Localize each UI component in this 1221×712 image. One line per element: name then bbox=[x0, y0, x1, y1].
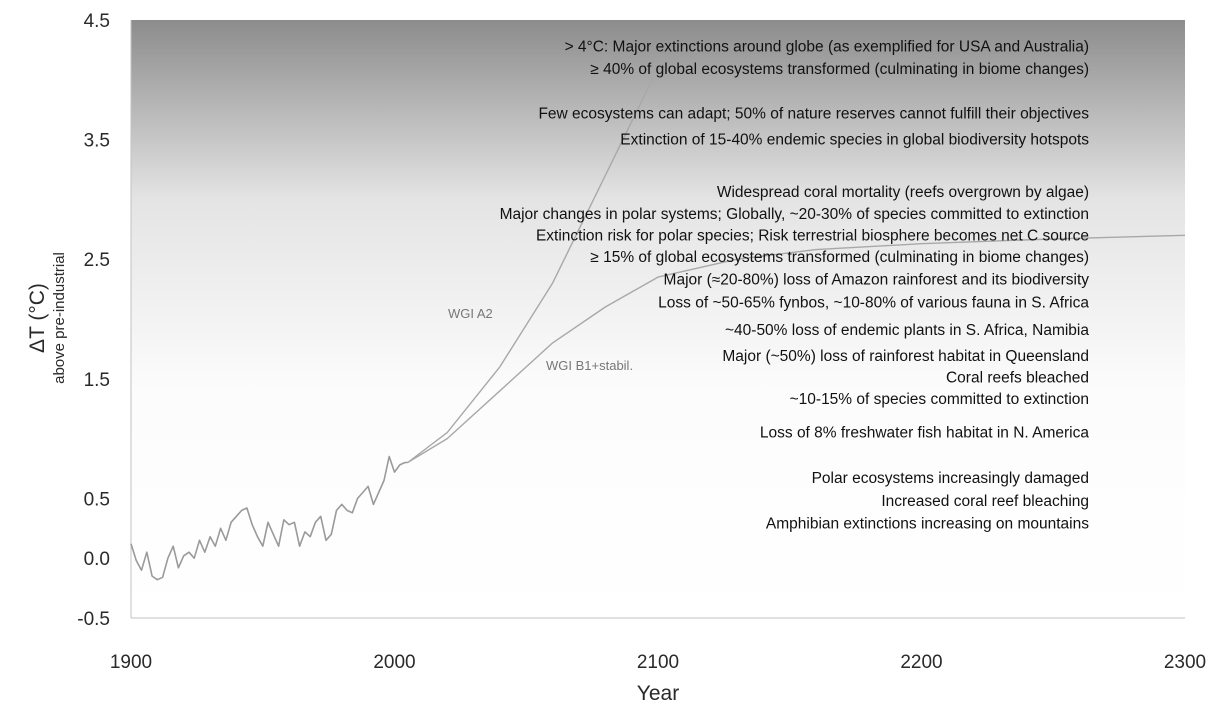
plot-area bbox=[131, 20, 1185, 618]
y-tick-label: 4.5 bbox=[84, 11, 110, 32]
y-axis-subtitle: above pre-industrial bbox=[51, 252, 68, 384]
annotation-text: Extinction risk for polar species; Risk … bbox=[536, 227, 1089, 244]
annotation-layer: > 4°C: Major extinctions around globe (a… bbox=[500, 38, 1090, 532]
annotation-text: > 4°C: Major extinctions around globe (a… bbox=[565, 38, 1089, 55]
y-tick-label: 3.5 bbox=[84, 131, 110, 152]
annotation-text: Amphibian extinctions increasing on moun… bbox=[766, 516, 1089, 533]
x-tick-labels: 1900 2000 2100 2200 2300 bbox=[110, 652, 1206, 673]
y-tick-label: 0.0 bbox=[84, 549, 110, 570]
annotation-text: Loss of ~50-65% fynbos, ~10-80% of vario… bbox=[658, 294, 1089, 311]
annotation-text: Increased coral reef bleaching bbox=[881, 493, 1089, 510]
series-layer bbox=[130, 67, 1186, 581]
annotation-text: ≥ 15% of global ecosystems transformed (… bbox=[590, 249, 1089, 266]
scenario-labels: WGI A2 WGI B1+stabil. bbox=[448, 306, 633, 373]
series-line-a2 bbox=[407, 67, 659, 464]
series-line-observed bbox=[130, 455, 408, 581]
x-tick-label: 2100 bbox=[637, 652, 679, 673]
y-tick-label: -0.5 bbox=[77, 609, 110, 630]
annotation-text: ≥ 40% of global ecosystems transformed (… bbox=[590, 61, 1089, 78]
y-tick-label: 2.5 bbox=[84, 250, 110, 271]
annotation-text: Major changes in polar systems; Globally… bbox=[500, 206, 1089, 223]
x-tick-label: 2200 bbox=[900, 652, 942, 673]
series-line-b1-stabil bbox=[407, 234, 1186, 464]
x-axis-title: Year bbox=[637, 682, 679, 705]
x-tick-label: 2300 bbox=[1164, 652, 1206, 673]
x-tick-label: 2000 bbox=[373, 652, 415, 673]
annotation-text: Major (≈20-80%) loss of Amazon rainfores… bbox=[664, 272, 1090, 289]
annotation-text: Loss of 8% freshwater fish habitat in N.… bbox=[760, 425, 1089, 442]
annotation-text: ~40-50% loss of endemic plants in S. Afr… bbox=[725, 322, 1089, 339]
scenario-label-b1: WGI B1+stabil. bbox=[546, 358, 633, 373]
annotation-text: ~10-15% of species committed to extincti… bbox=[790, 391, 1089, 408]
annotation-text: Polar ecosystems increasingly damaged bbox=[812, 470, 1089, 487]
annotation-text: Extinction of 15-40% endemic species in … bbox=[620, 132, 1089, 149]
annotation-text: Major (~50%) loss of rainforest habitat … bbox=[722, 348, 1089, 365]
y-axis-title: ΔT (°C) bbox=[26, 283, 49, 353]
scenario-label-a2: WGI A2 bbox=[448, 306, 493, 321]
y-tick-labels: 4.5 3.5 2.5 1.5 0.5 0.0 -0.5 bbox=[77, 11, 110, 630]
annotation-text: Coral reefs bleached bbox=[946, 370, 1089, 387]
x-tick-label: 1900 bbox=[110, 652, 152, 673]
y-tick-label: 1.5 bbox=[84, 370, 110, 391]
y-tick-label: 0.5 bbox=[84, 489, 110, 510]
annotation-text: Few ecosystems can adapt; 50% of nature … bbox=[538, 105, 1089, 122]
annotation-text: Widespread coral mortality (reefs overgr… bbox=[717, 184, 1089, 201]
